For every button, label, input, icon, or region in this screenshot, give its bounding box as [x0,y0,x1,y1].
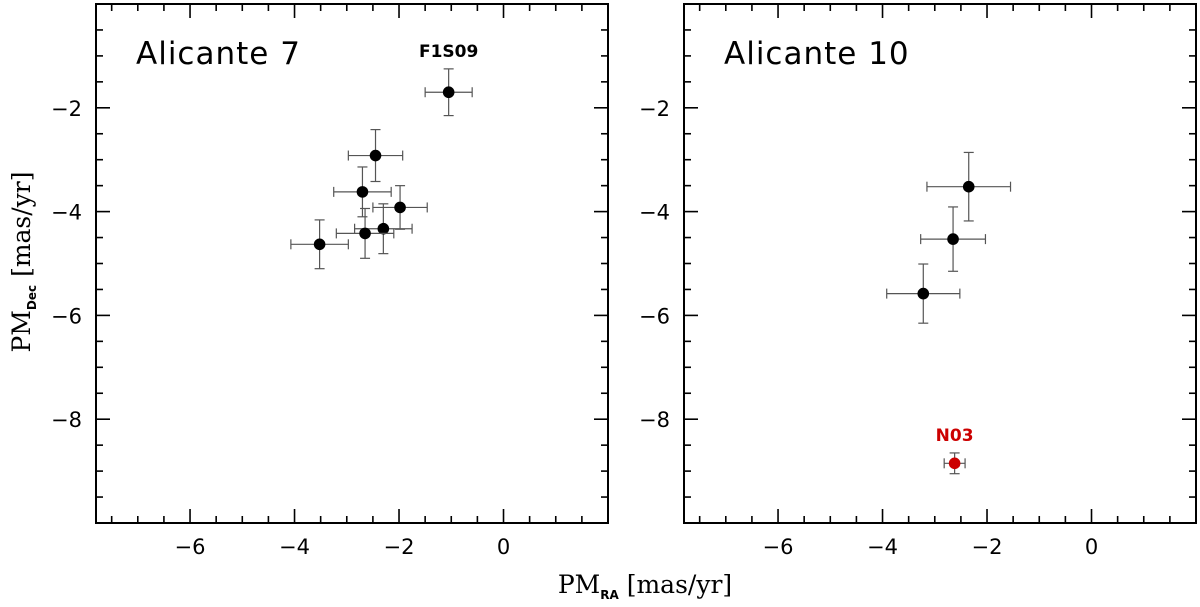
y-tick-label: −8 [639,408,670,432]
x-tick-label: 0 [1085,535,1098,559]
x-tick-label: −6 [763,535,794,559]
panel-title: Alicante 7 [136,36,301,72]
data-point [313,238,326,251]
y-tick-label: −6 [51,304,82,328]
y-tick-label: −2 [51,97,82,121]
panel-alicante-7: −6 −4 −2 0 −2 −4 −6 −8 Alicante 7 F1S09 [51,3,609,559]
panel-alicante-10: −6 −4 −2 0 −2 −4 −6 −8 Alicante 10 N03 [639,3,1197,559]
data-point [948,457,961,470]
data-point [394,201,406,214]
panel-title: Alicante 10 [724,36,910,72]
data-point [962,180,975,193]
point-annotation: N03 [936,426,974,446]
x-tick-label: −6 [175,535,206,559]
data-point [369,149,382,162]
x-tick-label: 0 [497,535,510,559]
x-tick-label: −2 [972,535,1003,559]
data-point [359,227,371,240]
y-tick-label: −4 [51,201,82,225]
data-point [356,186,369,198]
y-tick-label: −6 [639,304,670,328]
data-point [377,222,390,235]
data-point [917,287,930,300]
x-tick-label: −4 [279,535,310,559]
y-tick-label: −4 [639,201,670,225]
data-point [442,86,455,99]
plot-frame [95,3,609,524]
data-point [947,233,959,245]
y-tick-label: −8 [51,408,82,432]
x-tick-label: −2 [384,535,415,559]
x-tick-label: −4 [867,535,898,559]
y-tick-label: −2 [639,97,670,121]
x-axis-label: PMRA [mas/yr] [558,570,732,602]
point-annotation: F1S09 [419,42,478,62]
y-axis-label: PMDec [mas/yr] [7,171,39,352]
